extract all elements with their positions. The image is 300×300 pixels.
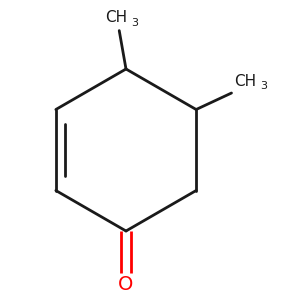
- Text: 3: 3: [131, 18, 138, 28]
- Text: CH: CH: [234, 74, 256, 88]
- Text: 3: 3: [260, 81, 267, 92]
- Text: CH: CH: [105, 11, 127, 26]
- Text: O: O: [118, 275, 134, 294]
